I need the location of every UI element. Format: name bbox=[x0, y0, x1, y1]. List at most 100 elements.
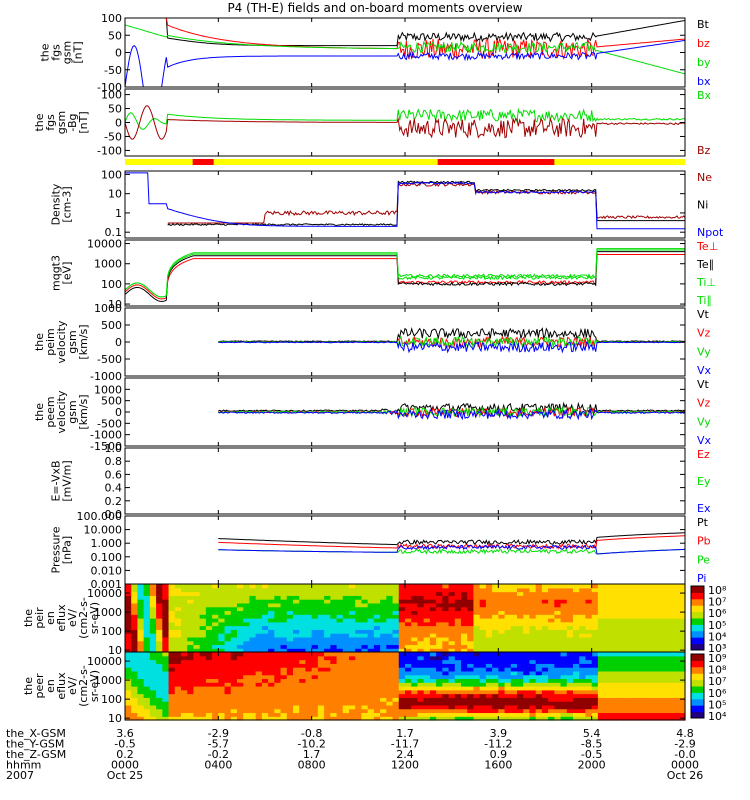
heatmap-cell bbox=[280, 652, 288, 657]
heatmap-cell bbox=[336, 640, 344, 646]
heatmap-cell bbox=[237, 655, 244, 661]
heatmap-cell bbox=[672, 689, 680, 695]
heatmap-cell bbox=[255, 697, 263, 702]
heatmap-cell bbox=[485, 606, 493, 612]
heatmap-cell bbox=[162, 587, 170, 593]
heatmap-cell bbox=[485, 648, 493, 653]
heatmap-cell bbox=[311, 591, 319, 596]
heatmap-cell bbox=[286, 648, 294, 653]
ylabel-temp: mqgt3 bbox=[50, 255, 63, 291]
heatmap-cell bbox=[629, 633, 636, 638]
heatmap-cell bbox=[579, 674, 587, 680]
heatmap-cell bbox=[181, 636, 188, 642]
ylabel-peer: the bbox=[22, 677, 35, 695]
heatmap-cell bbox=[174, 689, 182, 695]
heatmap-cell bbox=[174, 663, 182, 668]
heatmap-cell bbox=[317, 682, 325, 687]
heatmap-cell bbox=[330, 704, 338, 710]
heatmap-cell bbox=[361, 693, 369, 698]
heatmap-cell bbox=[523, 652, 531, 657]
colorbar-swatch bbox=[691, 679, 704, 687]
heatmap-cell bbox=[454, 712, 462, 717]
panel-frame bbox=[124, 88, 686, 157]
heatmap-cell bbox=[510, 636, 518, 642]
heatmap-cell bbox=[541, 667, 549, 672]
heatmap-cell bbox=[647, 644, 655, 649]
heatmap-cell bbox=[355, 640, 363, 646]
heatmap-cell bbox=[604, 640, 611, 646]
heatmap-cell bbox=[554, 704, 562, 710]
heatmap-cell bbox=[591, 667, 599, 672]
heatmap-cell bbox=[355, 716, 363, 721]
heatmap-cell bbox=[380, 599, 387, 604]
heatmap-cell bbox=[573, 655, 580, 661]
heatmap-cell bbox=[380, 655, 387, 661]
heatmap-cell bbox=[299, 602, 307, 608]
heatmap-cell bbox=[566, 602, 574, 608]
heatmap-cell bbox=[143, 686, 151, 691]
heatmap-cell bbox=[436, 667, 443, 672]
heatmap-cell bbox=[168, 697, 176, 702]
series-density-0 bbox=[167, 181, 685, 224]
heatmap-cell bbox=[610, 633, 618, 638]
heatmap-cell bbox=[398, 610, 406, 615]
heatmap-cell bbox=[573, 686, 580, 691]
heatmap-cell bbox=[299, 610, 307, 615]
heatmap-cell bbox=[299, 591, 307, 596]
heatmap-cell bbox=[181, 587, 188, 593]
heatmap-cell bbox=[355, 655, 363, 661]
heatmap-cell bbox=[168, 659, 176, 664]
heatmap-cell bbox=[249, 648, 257, 653]
heatmap-cell bbox=[355, 618, 363, 623]
heatmap-cell bbox=[255, 678, 263, 683]
heatmap-cell bbox=[268, 697, 275, 702]
heatmap-cell bbox=[168, 629, 176, 634]
heatmap-cell bbox=[174, 610, 182, 615]
mode-bar-fast bbox=[437, 159, 555, 165]
heatmap-cell bbox=[311, 633, 319, 638]
heatmap-cell bbox=[187, 636, 195, 642]
heatmap-cell bbox=[467, 636, 475, 642]
heatmap-cell bbox=[280, 674, 288, 680]
heatmap-cell bbox=[467, 670, 475, 676]
heatmap-cell bbox=[286, 693, 294, 698]
heatmap-cell bbox=[193, 678, 201, 683]
heatmap-cell bbox=[467, 614, 475, 619]
heatmap-cell bbox=[448, 636, 456, 642]
heatmap-cell bbox=[529, 636, 537, 642]
ylabel-peem: [km/s] bbox=[77, 394, 90, 429]
heatmap-cell bbox=[454, 618, 462, 623]
heatmap-cell bbox=[485, 595, 493, 600]
heatmap-cell bbox=[199, 610, 207, 615]
heatmap-cell bbox=[473, 595, 481, 600]
heatmap-cell bbox=[467, 678, 475, 683]
heatmap-cell bbox=[386, 610, 394, 615]
heatmap-cell bbox=[174, 674, 182, 680]
heatmap-cell bbox=[635, 697, 643, 702]
heatmap-cell bbox=[591, 689, 599, 695]
heatmap-cell bbox=[149, 697, 157, 702]
heatmap-cell bbox=[417, 659, 425, 664]
heatmap-cell bbox=[212, 629, 219, 634]
heatmap-cell bbox=[672, 629, 680, 634]
heatmap-cell bbox=[566, 621, 574, 627]
heatmap-cell bbox=[131, 701, 139, 706]
heatmap-cell bbox=[367, 716, 375, 721]
heatmap-cell bbox=[573, 584, 580, 589]
heatmap-cell bbox=[566, 633, 574, 638]
heatmap-cell bbox=[604, 648, 611, 653]
heatmap-cell bbox=[380, 591, 387, 596]
heatmap-cell bbox=[156, 602, 163, 608]
heatmap-cell bbox=[660, 670, 667, 676]
heatmap-cell bbox=[467, 595, 475, 600]
heatmap-cell bbox=[429, 670, 437, 676]
heatmap-cell bbox=[485, 663, 493, 668]
heatmap-cell bbox=[149, 636, 157, 642]
heatmap-cell bbox=[243, 640, 251, 646]
heatmap-cell bbox=[193, 587, 201, 593]
heatmap-cell bbox=[411, 584, 419, 589]
heatmap-cell bbox=[218, 667, 226, 672]
heatmap-cell bbox=[442, 659, 450, 664]
heatmap-cell bbox=[336, 633, 344, 638]
heatmap-cell bbox=[261, 587, 269, 593]
